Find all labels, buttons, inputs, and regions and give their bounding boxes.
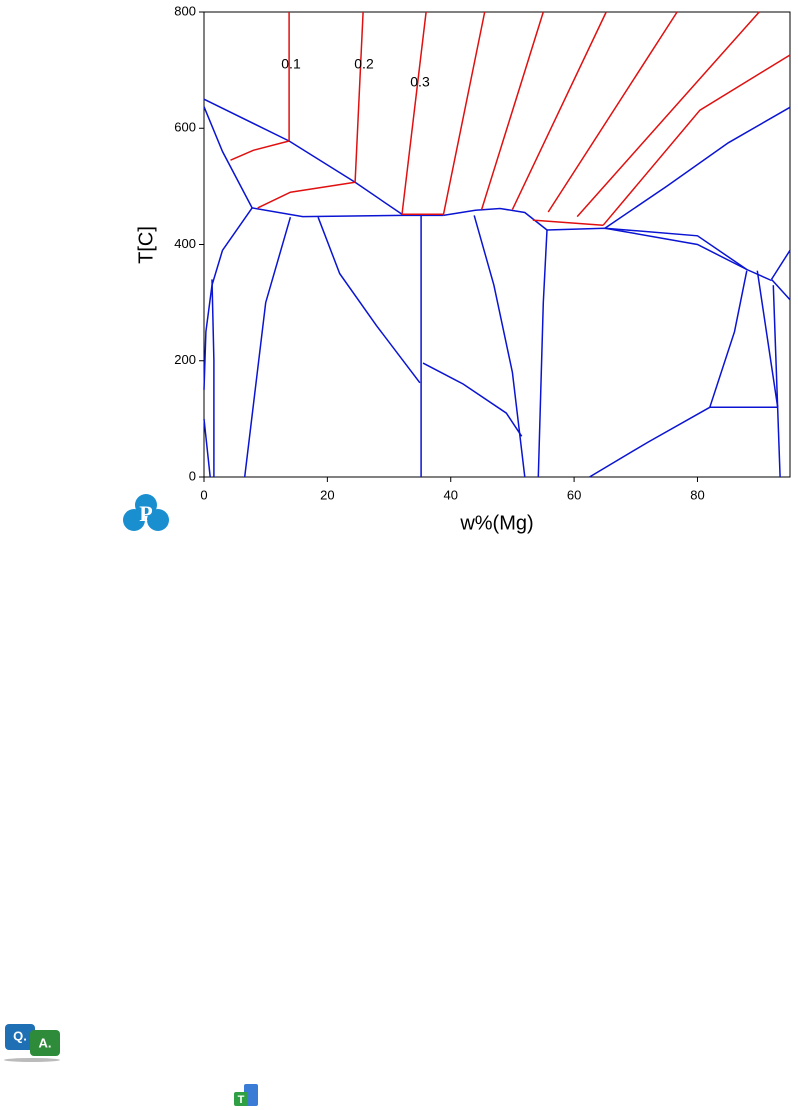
phase-boundary xyxy=(401,11,427,215)
x-axis-title: w%(Mg) xyxy=(459,512,533,534)
qa-a: A. xyxy=(39,1035,52,1050)
tool-icon[interactable]: T xyxy=(234,1084,258,1106)
qa-icon[interactable]: Q. A. xyxy=(4,1024,60,1062)
phase-boundary xyxy=(443,207,548,231)
phase-boundary xyxy=(203,207,253,390)
phase-boundary xyxy=(442,11,486,216)
y-tick-label: 800 xyxy=(174,3,196,18)
phase-boundary xyxy=(772,285,781,478)
phase-boundary xyxy=(243,216,292,478)
annotation: 0.2 xyxy=(354,56,374,72)
phase-boundary xyxy=(537,229,548,478)
annotation: 0.3 xyxy=(410,74,430,90)
phase-boundary xyxy=(756,270,779,408)
phase-boundary xyxy=(511,11,607,210)
x-tick-label: 20 xyxy=(320,487,334,502)
x-tick-label: 0 xyxy=(200,487,207,502)
phase-boundary xyxy=(257,181,356,209)
phase-boundary xyxy=(576,11,760,218)
phase-boundary xyxy=(211,279,215,477)
phase-boundary xyxy=(709,270,748,408)
phase-boundary xyxy=(770,249,791,280)
y-tick-label: 400 xyxy=(174,236,196,251)
y-axis-title: T[C] xyxy=(135,226,157,264)
phase-boundary xyxy=(354,11,364,183)
phase-boundary xyxy=(203,106,253,209)
phase-boundary xyxy=(589,406,711,478)
phase-boundary xyxy=(251,207,444,218)
qa-q: Q. xyxy=(13,1028,27,1043)
phase-boundary xyxy=(547,11,678,213)
logo-letter: P xyxy=(139,501,152,526)
y-tick-label: 0 xyxy=(189,468,196,483)
phase-boundary xyxy=(604,227,772,282)
y-tick-label: 200 xyxy=(174,352,196,367)
tool-letter: T xyxy=(238,1094,245,1106)
phase-boundary xyxy=(317,216,421,384)
x-tick-label: 40 xyxy=(444,487,458,502)
phase-boundary xyxy=(770,278,791,301)
phase-boundary xyxy=(532,219,604,227)
phase-boundary xyxy=(230,140,290,161)
x-tick-label: 60 xyxy=(567,487,581,502)
phase-boundary xyxy=(203,98,403,215)
phase-boundary xyxy=(480,11,545,210)
annotation: 0.1 xyxy=(281,56,301,72)
phase-boundary xyxy=(473,215,526,478)
phase-boundary xyxy=(546,227,748,271)
phase-boundary xyxy=(422,362,523,437)
logo-icon: P xyxy=(123,494,169,531)
phase-boundary xyxy=(602,54,791,226)
phase-boundary xyxy=(604,106,791,229)
phase-boundary xyxy=(203,418,211,478)
x-tick-label: 80 xyxy=(690,487,704,502)
y-tick-label: 600 xyxy=(174,120,196,135)
